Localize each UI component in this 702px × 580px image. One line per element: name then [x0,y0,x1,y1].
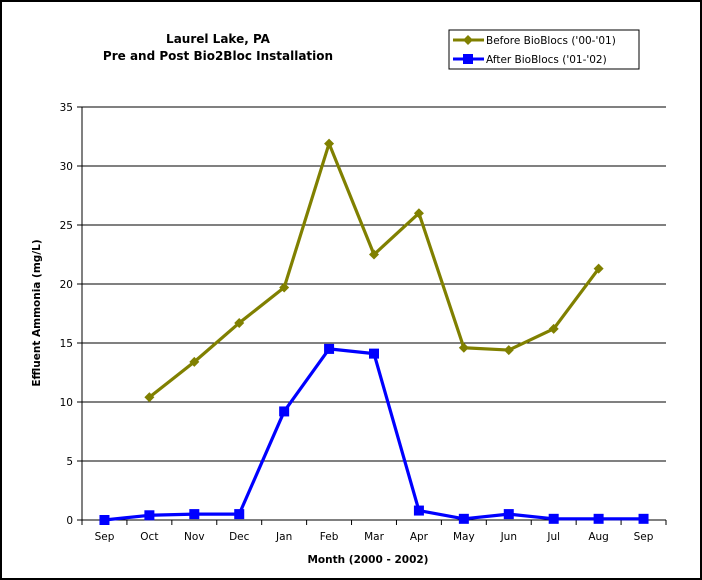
data-point [324,138,335,149]
data-point [189,356,200,367]
data-point [189,509,200,520]
y-tick-label: 20 [60,279,73,291]
x-axis-ticks: Sep Oct Nov Dec Jan Feb Mar Apr May Jun Jul Aug Sep [81,520,667,543]
x-tick-label: Sep [634,531,654,543]
x-tick-label: Oct [140,531,158,543]
y-tick-label: 30 [60,161,73,173]
x-tick-label: Dec [229,531,250,543]
data-point [413,208,424,219]
data-point [279,282,290,293]
data-point [369,348,379,359]
data-point [638,513,649,524]
data-point [503,509,514,520]
y-tick-label: 5 [66,456,73,468]
series-layer [99,138,649,525]
legend-marker [463,54,473,64]
y-tick-label: 0 [66,515,73,527]
y-axis-label: Effluent Ammonia (mg/L) [31,239,43,386]
x-axis-label: Month (2000 - 2002) [307,554,428,566]
data-point [99,515,110,525]
data-point [548,323,559,334]
legend: Before BioBlocs ('00-'01) After BioBlocs … [448,29,640,70]
data-point [234,509,245,520]
legend-box [448,29,640,70]
data-point [503,345,514,356]
x-tick-label: Mar [364,531,384,543]
legend-label: Before BioBlocs ('00-'01) [486,35,616,47]
data-point [369,249,379,260]
data-point [593,513,604,524]
legend-marker [463,35,473,45]
data-point [279,406,290,417]
x-tick-label: Aug [588,531,609,543]
series-2 [99,343,649,525]
x-tick-label: Jul [546,531,560,543]
x-tick-label: Apr [410,531,429,543]
chart-title-line-1: Laurel Lake, PA [166,32,271,46]
x-tick-label: Feb [320,531,339,543]
chart-title-line-2: Pre and Post Bio2Bloc Installation [103,49,333,63]
data-point [458,342,469,353]
y-tick-label: 35 [60,102,73,114]
gridlines [82,106,666,462]
data-point [593,263,604,274]
y-tick-label: 25 [60,220,73,232]
data-point [324,343,335,354]
data-point [144,392,155,403]
data-point [144,510,155,521]
y-tick-label: 10 [60,397,73,409]
x-tick-label: Nov [184,531,205,543]
x-tick-label: Jan [275,531,292,543]
data-point [458,513,469,524]
data-point [234,317,245,328]
legend-items: Before BioBlocs ('00-'01) After BioBlocs … [453,35,616,66]
y-axis-ticks: 0 5 10 15 20 25 30 35 [60,102,82,527]
y-tick-label: 15 [60,338,73,350]
x-tick-label: Sep [95,531,115,543]
legend-label: After BioBlocs ('01-'02) [486,54,607,66]
data-point [413,505,424,516]
x-tick-label: May [453,531,475,543]
data-point [548,513,559,524]
x-tick-label: Jun [500,531,517,543]
series-1 [144,138,604,403]
